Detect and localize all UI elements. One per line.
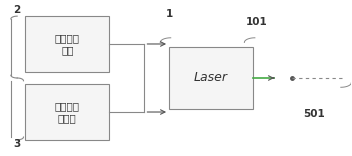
Text: 1: 1 <box>165 9 173 19</box>
Bar <box>169 47 253 109</box>
Text: 直流偏置
电路: 直流偏置 电路 <box>55 33 80 55</box>
Text: 2: 2 <box>13 5 20 15</box>
Bar <box>25 16 109 72</box>
Text: 调制信号
发生器: 调制信号 发生器 <box>55 101 80 123</box>
Text: Laser: Laser <box>194 71 228 85</box>
Text: 501: 501 <box>304 109 325 119</box>
Bar <box>25 84 109 140</box>
Text: 101: 101 <box>246 17 268 27</box>
Text: 3: 3 <box>13 139 20 149</box>
